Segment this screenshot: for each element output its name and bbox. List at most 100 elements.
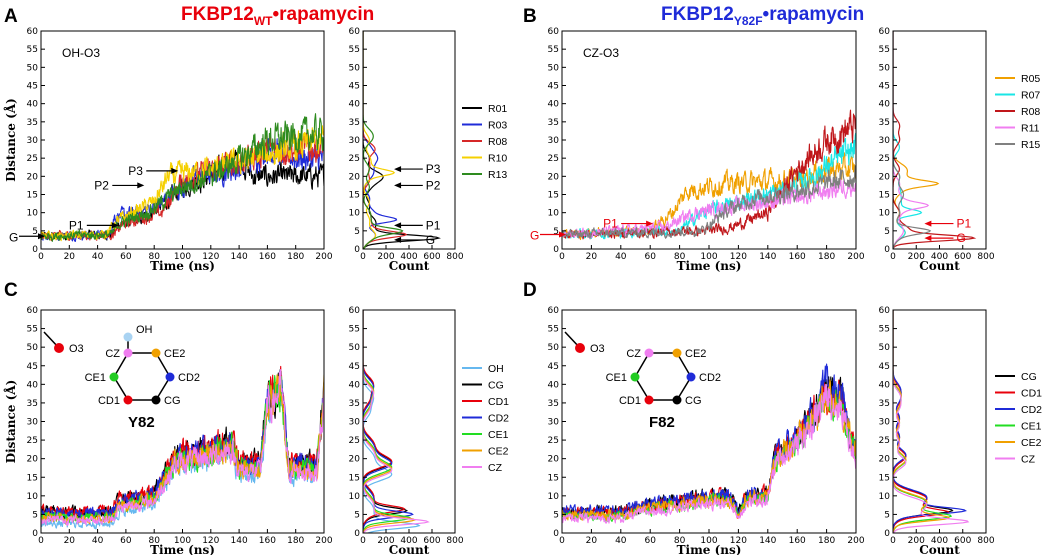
y-tick-label: 5 <box>32 227 38 237</box>
hist-y-tick-label: 10 <box>349 209 361 219</box>
x-tick-label: 160 <box>259 536 276 546</box>
x-tick-label: 40 <box>92 252 104 262</box>
y-tick-label: 45 <box>27 362 38 372</box>
x-tick-label: 60 <box>644 536 656 546</box>
o3-label: O3 <box>590 343 605 355</box>
y-tick-label: 45 <box>548 82 559 92</box>
y-tick-label: 30 <box>548 136 560 146</box>
hist-annotation-arrowhead <box>924 235 932 242</box>
legend-entry: R11 <box>1021 123 1040 135</box>
annotation-arrowhead <box>137 182 145 189</box>
hist-x-axis-label: Count <box>389 259 430 273</box>
hist-r01 <box>363 31 441 249</box>
hist-cd1 <box>363 310 406 533</box>
hist-y-tick-label: 60 <box>349 27 361 37</box>
trace-r15 <box>562 165 856 240</box>
x-tick-label: 100 <box>174 536 191 546</box>
y-tick-label: 20 <box>27 455 39 465</box>
y-tick-label: 55 <box>27 45 38 55</box>
hist-annotation-label: P3 <box>426 162 441 176</box>
x-tick-label: 20 <box>64 536 76 546</box>
y-tick-label: 35 <box>27 118 38 128</box>
hist-y-tick-label: 40 <box>349 100 361 110</box>
atom-cd1 <box>123 395 133 405</box>
x-tick-label: 60 <box>120 536 132 546</box>
x-axis-label: Time (ns) <box>150 259 215 273</box>
x-tick-label: 120 <box>730 536 747 546</box>
y-tick-label: 50 <box>27 343 39 353</box>
x-tick-label: 120 <box>202 536 219 546</box>
hist-ce1 <box>893 310 953 533</box>
annotation-arrowhead <box>111 222 119 229</box>
residue-label: F82 <box>649 414 675 431</box>
x-tick-label: 40 <box>92 536 104 546</box>
atom-label-cg: CG <box>685 395 702 407</box>
x-tick-label: 80 <box>674 536 686 546</box>
hist-y-tick-label: 25 <box>349 436 360 446</box>
hist-cd1 <box>893 310 950 533</box>
annotation-arrowhead <box>38 233 45 240</box>
x-tick-label: 80 <box>148 536 160 546</box>
y-tick-label: 0 <box>553 245 559 255</box>
hist-ce2 <box>893 310 950 533</box>
ring-bond <box>155 352 171 378</box>
hist-y-tick-label: 25 <box>349 154 360 164</box>
hist-y-tick-label: 15 <box>879 191 890 201</box>
histograms <box>893 310 970 533</box>
hist-x-tick-label: 800 <box>446 536 463 546</box>
y-tick-label: 40 <box>27 380 39 390</box>
y-tick-label: 25 <box>27 154 38 164</box>
hist-x-tick-label: 400 <box>400 536 417 546</box>
x-axis-label: Time (ns) <box>677 259 742 273</box>
atom-label-cd2: CD2 <box>178 372 200 384</box>
y-tick-label: 55 <box>27 325 38 335</box>
title-b-sub: Y82F <box>734 14 763 28</box>
title-panel-b: FKBP12Y82F•rapamycin <box>661 4 864 28</box>
legend-entry: CE2 <box>488 446 509 458</box>
atom-ce1 <box>630 372 640 382</box>
x-tick-label: 160 <box>259 252 276 262</box>
x-tick-label: 80 <box>674 252 686 262</box>
legend-entry: CE1 <box>488 429 509 441</box>
traces <box>562 109 856 241</box>
y-tick-label: 10 <box>27 492 39 502</box>
hist-annotation-label: G <box>426 233 435 247</box>
atom-cd1 <box>644 395 654 405</box>
y-tick-label: 35 <box>27 399 38 409</box>
x-tick-label: 120 <box>202 252 219 262</box>
hist-x-axis-label: Count <box>389 543 430 555</box>
y-tick-label: 30 <box>27 136 39 146</box>
plot-inner-label: CZ-O3 <box>583 46 619 60</box>
hist-annotation-arrowhead <box>394 236 402 243</box>
x-tick-label: 0 <box>559 252 565 262</box>
y-tick-label: 55 <box>548 325 559 335</box>
y-tick-label: 20 <box>548 455 560 465</box>
x-tick-label: 20 <box>586 252 598 262</box>
hist-y-tick-label: 55 <box>349 45 360 55</box>
atom-label-ce1: CE1 <box>85 372 106 384</box>
hist-y-tick-label: 60 <box>879 27 891 37</box>
x-tick-label: 120 <box>730 252 747 262</box>
atom-label-cd2: CD2 <box>699 372 721 384</box>
atom-ce2 <box>672 348 682 358</box>
x-tick-label: 60 <box>644 252 656 262</box>
hist-y-tick-label: 20 <box>349 172 361 182</box>
hist-x-tick-label: 800 <box>446 252 463 262</box>
x-tick-label: 140 <box>231 252 248 262</box>
hist-y-tick-label: 55 <box>879 45 890 55</box>
atom-cd2 <box>165 372 175 382</box>
x-tick-label: 180 <box>818 536 835 546</box>
trace-cz <box>562 383 856 524</box>
hist-y-tick-label: 50 <box>349 343 361 353</box>
atom-oh <box>123 332 133 342</box>
ring-bond <box>113 352 129 378</box>
atom-label-cz: CZ <box>105 348 120 360</box>
atom-label-cd1: CD1 <box>98 395 120 407</box>
x-axis-label: Time (ns) <box>677 543 742 555</box>
trace-ce2 <box>562 379 856 521</box>
atom-cg <box>151 395 161 405</box>
x-tick-label: 20 <box>64 252 76 262</box>
